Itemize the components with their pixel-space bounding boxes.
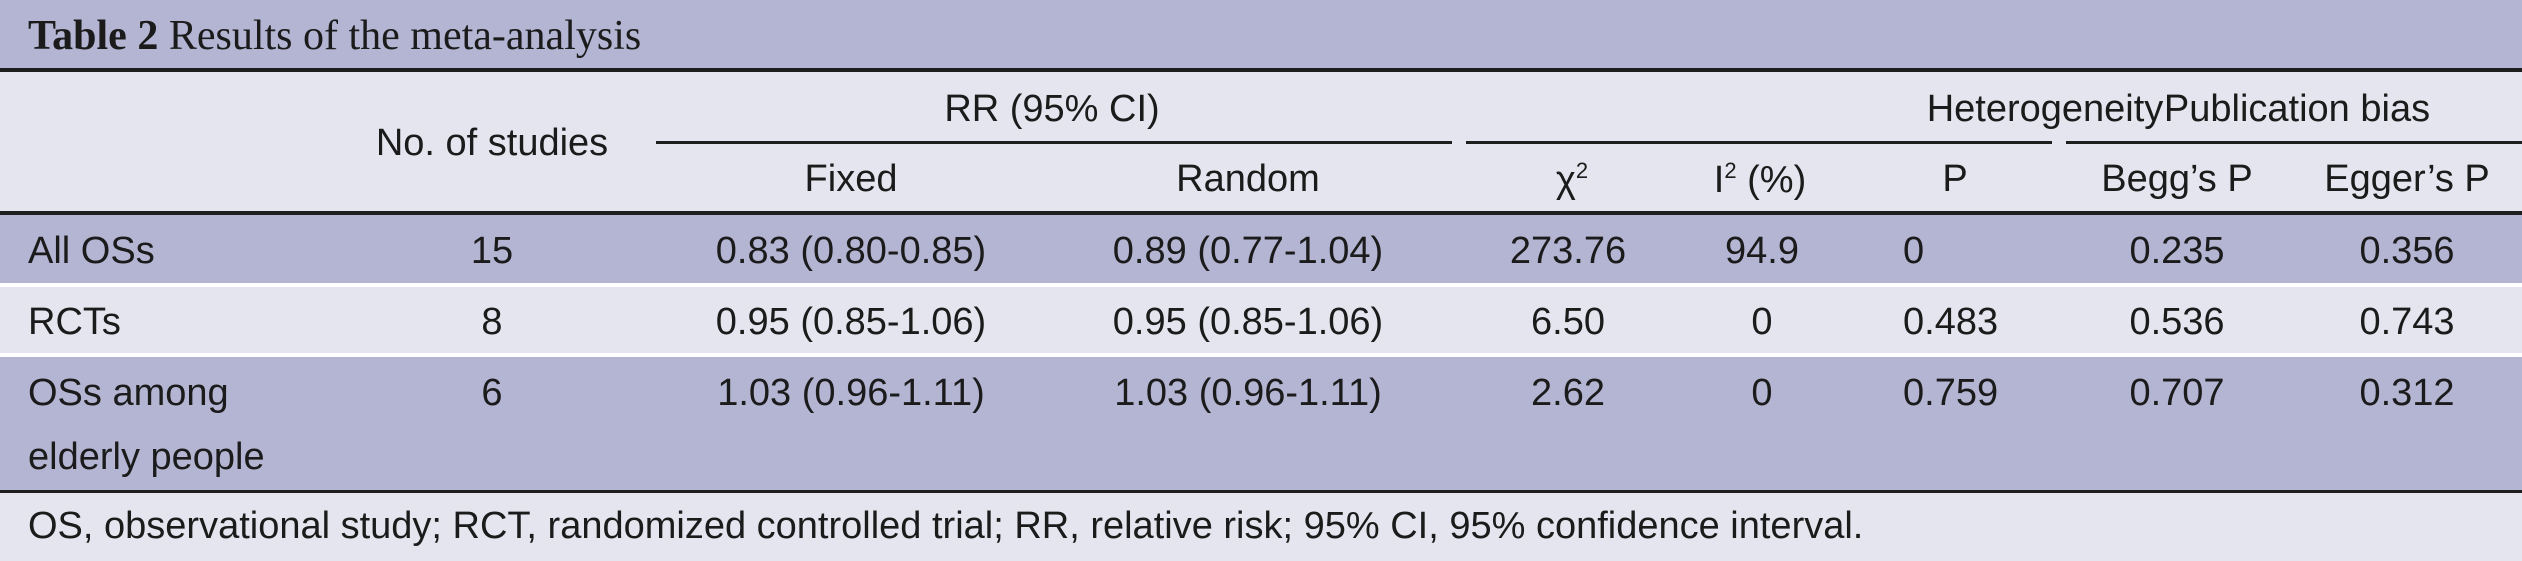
bottom-rule xyxy=(0,490,2522,493)
cell-p: 0.483 xyxy=(1903,301,1999,343)
table-caption: Table 2 Results of the meta-analysis xyxy=(0,0,2522,68)
table-row xyxy=(0,215,2522,283)
cell-begg: 0.536 xyxy=(2129,301,2225,343)
header-egger: Egger’s P xyxy=(2324,158,2490,200)
header-i2-sup: 2 xyxy=(1724,158,1737,183)
cell-begg: 0.235 xyxy=(2129,230,2225,272)
header-p: P xyxy=(1942,158,1968,200)
cell-begg: 0.707 xyxy=(2129,372,2225,414)
row-separator xyxy=(0,353,2522,357)
header-chi2: χ2 xyxy=(1556,158,1588,202)
header-chi2-sup: 2 xyxy=(1575,158,1589,183)
header-pubbias-group: Publication bias xyxy=(2163,88,2431,130)
table-title: Results of the meta-analysis xyxy=(168,13,642,59)
header-fixed: Fixed xyxy=(804,158,898,200)
table-footnote: OS, observational study; RCT, randomized… xyxy=(28,505,1864,547)
cell-n: 15 xyxy=(470,230,514,272)
rr-group-rule xyxy=(656,141,1452,144)
header-heterogeneity-group: Heterogeneity xyxy=(1926,88,2164,130)
row-label: RCTs xyxy=(28,301,121,343)
table-row xyxy=(0,357,2522,490)
header-begg: Begg’s P xyxy=(2101,158,2253,200)
cell-chi2: 2.62 xyxy=(1531,372,1605,414)
cell-n: 6 xyxy=(481,372,503,414)
cell-egger: 0.743 xyxy=(2359,301,2455,343)
header-i2-base: I xyxy=(1713,159,1725,201)
cell-fixed: 0.95 (0.85-1.06) xyxy=(715,301,987,343)
row-label: All OSs xyxy=(28,230,155,272)
row-separator xyxy=(0,283,2522,287)
header-no-studies: No. of studies xyxy=(375,122,609,164)
cell-random: 0.95 (0.85-1.06) xyxy=(1112,301,1384,343)
table-row xyxy=(0,287,2522,353)
header-bottom-rule xyxy=(0,211,2522,215)
cell-random: 0.89 (0.77-1.04) xyxy=(1112,230,1384,272)
heterogeneity-group-rule xyxy=(1466,141,2052,144)
cell-egger: 0.312 xyxy=(2359,372,2455,414)
pubbias-group-rule xyxy=(2066,141,2522,144)
cell-chi2: 6.50 xyxy=(1531,301,1605,343)
header-i2-suffix: (%) xyxy=(1736,159,1807,201)
cell-fixed: 1.03 (0.96-1.11) xyxy=(717,372,985,414)
table-number: Table 2 xyxy=(28,13,159,59)
cell-chi2: 273.76 xyxy=(1509,230,1627,272)
top-rule xyxy=(0,68,2522,72)
cell-random: 1.03 (0.96-1.11) xyxy=(1114,372,1382,414)
row-label-continued: elderly people xyxy=(28,436,265,478)
cell-i2: 94.9 xyxy=(1725,230,1799,272)
cell-egger: 0.356 xyxy=(2359,230,2455,272)
cell-fixed: 0.83 (0.80-0.85) xyxy=(715,230,987,272)
header-rr-group: RR (95% CI) xyxy=(944,88,1160,130)
cell-i2: 0 xyxy=(1751,372,1773,414)
header-random: Random xyxy=(1176,158,1320,200)
header-i2: I2 (%) xyxy=(1714,158,1806,202)
cell-i2: 0 xyxy=(1751,301,1773,343)
header-chi2-base: χ xyxy=(1555,159,1576,201)
cell-n: 8 xyxy=(481,301,503,343)
cell-p: 0.759 xyxy=(1903,372,1999,414)
row-label: OSs among xyxy=(28,372,229,414)
cell-p: 0 xyxy=(1903,230,1925,272)
